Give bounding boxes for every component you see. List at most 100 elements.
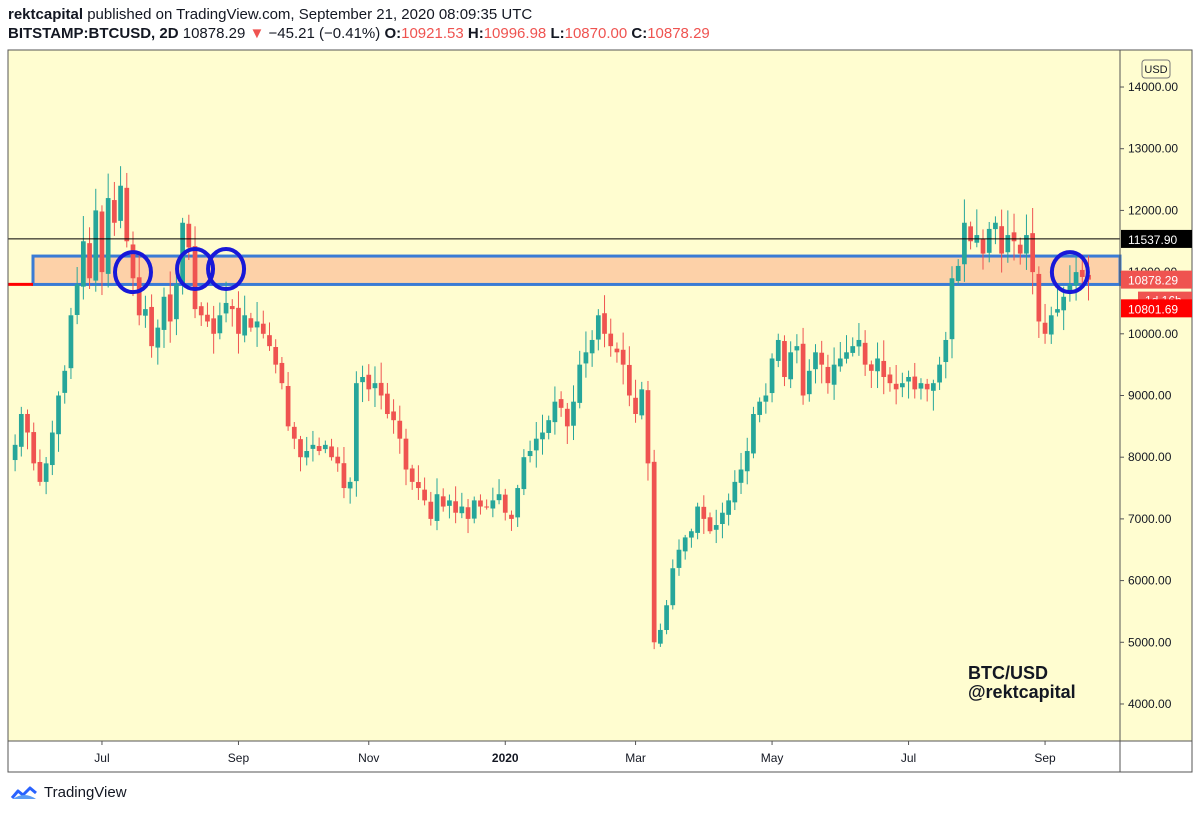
x-tick-label: May: [761, 751, 784, 765]
candle: [757, 397, 763, 423]
candle: [962, 199, 967, 282]
close-value: 10878.29: [647, 25, 710, 42]
candle: [986, 222, 992, 263]
change-value: −45.21 (−0.41%): [268, 25, 381, 42]
axis-background: [1120, 50, 1192, 741]
symbol-name[interactable]: BITSTAMP:BTCUSD, 2D: [8, 25, 179, 42]
candle: [31, 422, 37, 471]
candle: [1042, 303, 1048, 344]
candle: [763, 383, 769, 414]
candle: [502, 488, 508, 521]
highlight-circle[interactable]: [112, 250, 153, 295]
candle: [999, 209, 1004, 273]
candle: [633, 379, 638, 423]
last-price-text: 10878.29: [1128, 274, 1178, 288]
candle: [186, 214, 192, 260]
candle: [949, 266, 955, 359]
candle: [732, 470, 738, 511]
candle: [378, 362, 384, 410]
candle: [229, 299, 235, 327]
candle: [658, 623, 663, 647]
open-value: 10921.53: [401, 25, 464, 42]
candle: [341, 446, 347, 499]
currency-badge[interactable]: [1141, 59, 1171, 79]
candle: [236, 291, 241, 354]
candle: [254, 302, 260, 347]
candle: [521, 449, 527, 496]
low-price-tag: [1121, 299, 1192, 318]
candle: [440, 488, 446, 512]
candle: [347, 477, 353, 504]
candle: [794, 334, 800, 364]
candle: [670, 559, 676, 610]
candle: [887, 367, 893, 392]
candle: [651, 449, 657, 650]
tradingview-footer[interactable]: TradingView: [10, 784, 127, 801]
y-tick-label: 10000.00: [1128, 327, 1178, 341]
candle: [844, 335, 849, 364]
candle: [1067, 265, 1073, 302]
candle: [788, 341, 794, 389]
candle: [769, 353, 775, 403]
candle: [37, 449, 43, 486]
symbol-bar: BITSTAMP:BTCUSD, 2D 10878.29 ▼ −45.21 (−…: [8, 25, 710, 42]
candle: [68, 307, 74, 380]
highlight-circle[interactable]: [175, 247, 216, 292]
candle: [937, 356, 942, 390]
candle: [478, 494, 483, 515]
candle: [99, 205, 105, 296]
highlight-circle[interactable]: [206, 247, 247, 292]
candle: [403, 428, 409, 486]
candle: [664, 599, 669, 635]
candle: [639, 381, 645, 420]
candle: [56, 391, 61, 452]
x-tick-label: Mar: [625, 751, 646, 765]
candle: [1017, 237, 1023, 265]
candle: [589, 330, 595, 367]
price-chart[interactable]: 14000.0013000.0012000.0011000.0010000.00…: [0, 0, 1200, 780]
candle: [1048, 306, 1054, 344]
candle: [87, 227, 92, 289]
candle: [552, 386, 558, 435]
candle: [881, 340, 887, 395]
candle: [490, 487, 496, 518]
x-tick-label: Sep: [228, 751, 250, 765]
author-name[interactable]: rektcapital: [8, 6, 84, 23]
publish-info: rektcapital published on TradingView.com…: [8, 6, 532, 23]
candle: [608, 318, 614, 357]
chart-frame: [7, 49, 1193, 773]
candle: [533, 421, 539, 468]
candle: [484, 499, 490, 510]
candle: [868, 360, 874, 388]
candle: [831, 347, 837, 400]
candle: [155, 319, 161, 365]
candle: [577, 350, 583, 409]
highlight-circle[interactable]: [1049, 250, 1090, 295]
candle: [720, 502, 725, 539]
candle: [1024, 214, 1029, 270]
candle: [813, 344, 818, 384]
candle: [701, 495, 707, 534]
candle: [428, 491, 434, 526]
candle: [143, 295, 148, 328]
candle: [751, 406, 756, 459]
x-tick-label: Jul: [94, 751, 109, 765]
candle: [192, 226, 198, 319]
high-label: H:: [467, 25, 484, 42]
candle: [943, 331, 949, 379]
candle: [167, 271, 173, 343]
candle: [602, 295, 607, 348]
x-tick-label: Jul: [901, 751, 916, 765]
y-tick-label: 6000.00: [1128, 574, 1172, 588]
candle: [912, 362, 918, 399]
candle: [893, 364, 899, 405]
last-price: 10878.29: [182, 25, 246, 42]
candle: [74, 267, 80, 325]
candle: [837, 341, 843, 372]
candle: [217, 302, 223, 340]
high-value: 10996.98: [483, 25, 547, 42]
candle: [471, 496, 477, 524]
candle: [875, 342, 880, 389]
candle: [614, 342, 620, 363]
candle: [25, 409, 30, 450]
